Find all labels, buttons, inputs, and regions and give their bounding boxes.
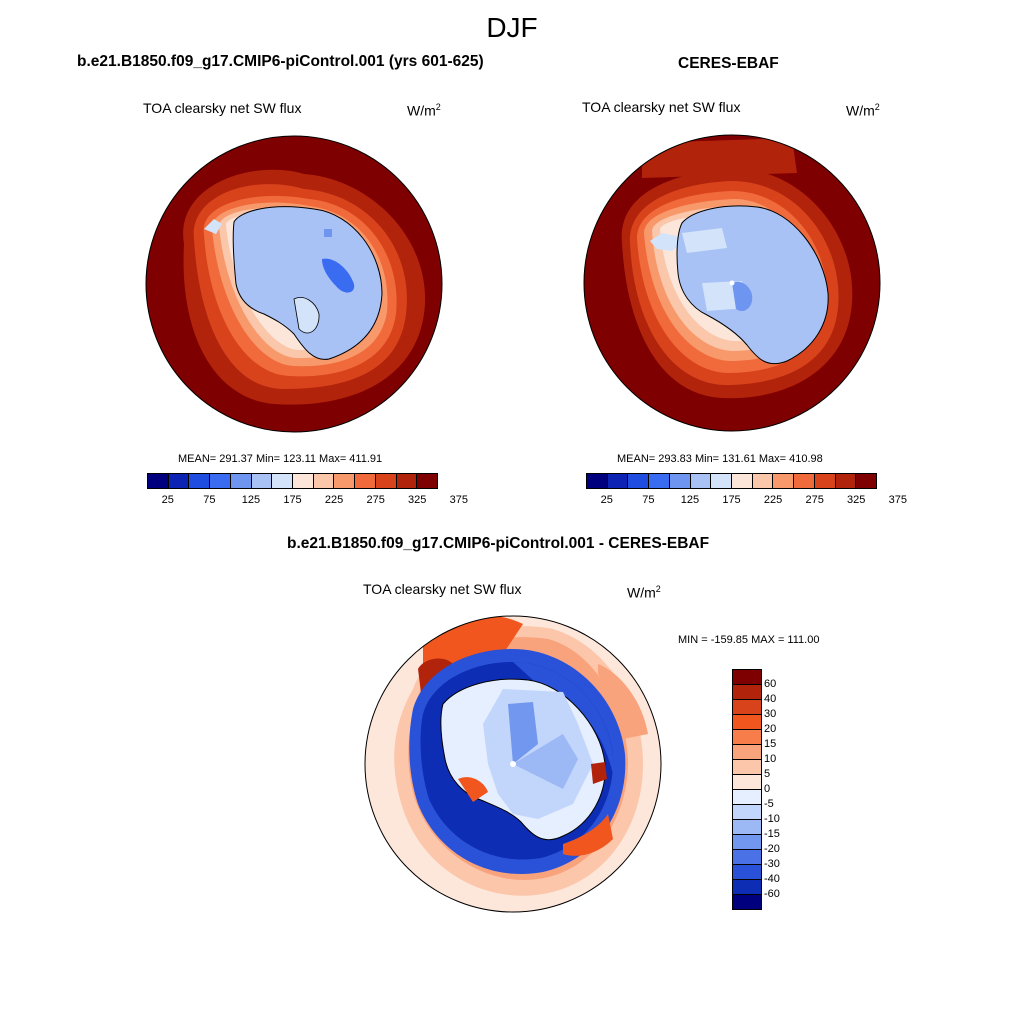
colorbar-swatch [733, 865, 761, 880]
colorbar-tick-label: 60 [764, 678, 777, 690]
colorbar-tick-label: 225 [763, 494, 783, 506]
colorbar-swatch [733, 880, 761, 895]
obs-stats: MEAN= 293.83 Min= 131.61 Max= 410.98 [617, 453, 823, 465]
model-stats: MEAN= 291.37 Min= 123.11 Max= 411.91 [178, 453, 383, 465]
colorbar-swatch [733, 820, 761, 835]
colorbar-swatch [417, 474, 438, 488]
colorbar-swatch [251, 474, 273, 488]
colorbar-tick-label: 375 [449, 494, 468, 506]
colorbar-tick-label: 325 [408, 494, 427, 506]
model-units-label: W/m2 [407, 102, 441, 119]
colorbar-tick-label: -10 [764, 813, 780, 825]
colorbar-swatch [396, 474, 418, 488]
colorbar-tick-label: 225 [324, 494, 344, 506]
colorbar-tick-label: 25 [600, 494, 613, 506]
colorbar-swatch [733, 835, 761, 850]
colorbar-tick-label: 175 [283, 494, 302, 506]
colorbar-swatch [355, 474, 376, 488]
obs-colorbar [586, 473, 877, 489]
colorbar-tick-label: 375 [888, 494, 907, 506]
colorbar-swatch [773, 474, 795, 488]
colorbar-tick-label: 275 [805, 494, 824, 506]
colorbar-swatch [733, 685, 761, 700]
obs-colorbar-labels: 25 75 125 175 225 275 325 375 [586, 494, 907, 508]
colorbar-swatch [628, 474, 650, 488]
colorbar-tick-label: 125 [241, 494, 261, 506]
season-title: DJF [486, 12, 538, 43]
model-colorbar-labels: 25 75 125 175 225 275 325 375 [147, 494, 468, 508]
colorbar-swatch [733, 670, 761, 685]
colorbar-swatch [230, 474, 252, 488]
model-colorbar [147, 473, 438, 489]
diff-stats: MIN = -159.85 MAX = 111.00 [678, 634, 820, 646]
colorbar-swatch [733, 805, 761, 820]
colorbar-swatch [272, 474, 294, 488]
colorbar-tick-label: 30 [764, 708, 777, 720]
colorbar-tick-label: 40 [764, 693, 777, 705]
colorbar-tick-label: -60 [764, 888, 780, 900]
colorbar-swatch [711, 474, 733, 488]
colorbar-tick-label: 10 [764, 753, 777, 765]
colorbar-tick-label: -20 [764, 843, 780, 855]
colorbar-swatch [752, 474, 774, 488]
colorbar-tick-label: 75 [203, 494, 216, 506]
colorbar-tick-label: -15 [764, 828, 780, 840]
diff-polar-map [364, 615, 662, 913]
colorbar-swatch [733, 895, 761, 909]
colorbar-swatch [835, 474, 857, 488]
colorbar-tick-label: 15 [764, 738, 777, 750]
colorbar-swatch [733, 850, 761, 865]
model-panel-title: b.e21.B1850.f09_g17.CMIP6-piControl.001 … [77, 53, 484, 70]
colorbar-swatch [293, 474, 314, 488]
colorbar-tick-label: 25 [161, 494, 174, 506]
colorbar-tick-label: 325 [847, 494, 866, 506]
diff-colorbar-labels: 60 40 30 20 15 10 5 0 -5 -10 -15 -20 -30 -40 -60 [764, 669, 804, 909]
obs-units-label: W/m2 [846, 102, 880, 119]
diff-panel-title: b.e21.B1850.f09_g17.CMIP6-piControl.001 … [287, 535, 710, 552]
colorbar-swatch [649, 474, 670, 488]
colorbar-swatch [814, 474, 836, 488]
colorbar-tick-label: 75 [642, 494, 655, 506]
colorbar-swatch [168, 474, 190, 488]
colorbar-swatch [669, 474, 691, 488]
colorbar-swatch [733, 700, 761, 715]
diff-variable-label: TOA clearsky net SW flux [363, 581, 522, 597]
colorbar-swatch [794, 474, 815, 488]
colorbar-tick-label: 275 [366, 494, 385, 506]
colorbar-swatch [607, 474, 629, 488]
colorbar-swatch [732, 474, 753, 488]
colorbar-swatch [733, 790, 761, 805]
colorbar-swatch [334, 474, 356, 488]
colorbar-swatch [690, 474, 712, 488]
colorbar-swatch [856, 474, 877, 488]
obs-panel-title: CERES-EBAF [678, 55, 779, 72]
colorbar-swatch [733, 760, 761, 775]
colorbar-swatch [210, 474, 231, 488]
obs-polar-map [583, 134, 881, 432]
colorbar-swatch [733, 715, 761, 730]
diff-colorbar [732, 669, 762, 910]
model-variable-label: TOA clearsky net SW flux [143, 100, 302, 116]
colorbar-swatch [189, 474, 211, 488]
obs-variable-label: TOA clearsky net SW flux [582, 99, 741, 115]
model-polar-map [145, 135, 443, 433]
colorbar-tick-label: 20 [764, 723, 777, 735]
colorbar-tick-label: 175 [722, 494, 741, 506]
colorbar-swatch [313, 474, 335, 488]
colorbar-tick-label: -5 [764, 798, 774, 810]
colorbar-swatch [733, 775, 761, 790]
colorbar-swatch [733, 745, 761, 760]
colorbar-swatch [587, 474, 608, 488]
colorbar-tick-label: 125 [680, 494, 700, 506]
colorbar-tick-label: 5 [764, 768, 771, 780]
colorbar-swatch [733, 730, 761, 745]
diff-units-label: W/m2 [627, 584, 661, 601]
colorbar-swatch [148, 474, 169, 488]
colorbar-tick-label: -40 [764, 873, 780, 885]
colorbar-tick-label: 0 [764, 783, 771, 795]
colorbar-tick-label: -30 [764, 858, 780, 870]
colorbar-swatch [375, 474, 397, 488]
